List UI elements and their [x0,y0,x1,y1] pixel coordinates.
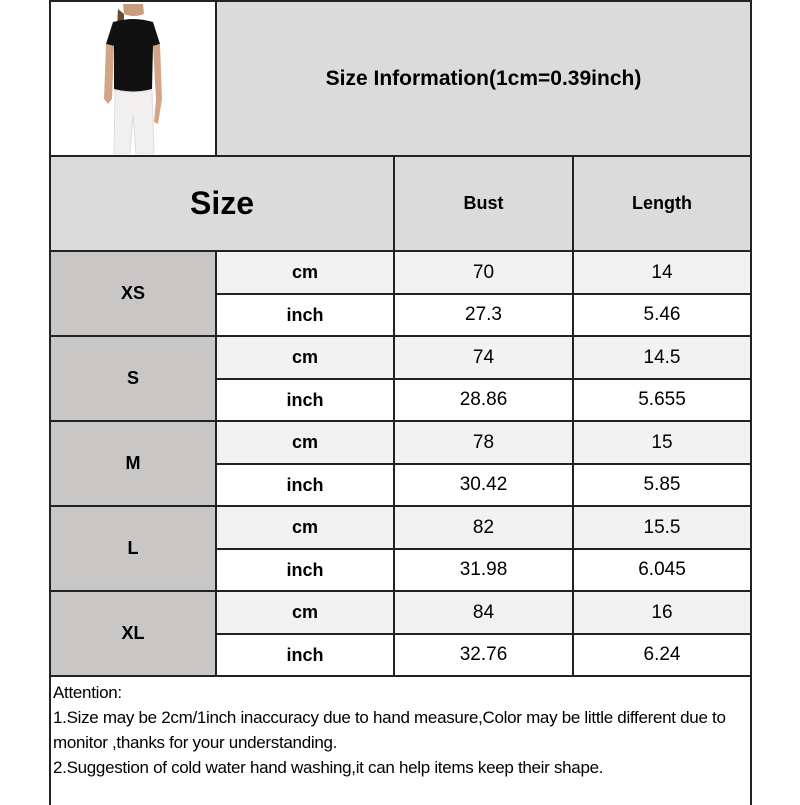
length-cm: 14.5 [572,335,752,380]
bust-cm: 84 [393,590,574,635]
unit-inch: inch [215,633,395,677]
length-cm: 15.5 [572,505,752,550]
unit-cm: cm [215,590,395,635]
model-tshirt-image [104,3,162,154]
size-label: XS [49,250,217,337]
size-label: XL [49,590,217,677]
header-size: Size [49,155,395,252]
unit-cm: cm [215,505,395,550]
length-inch: 6.24 [572,633,752,677]
header-length: Length [572,155,752,252]
unit-inch: inch [215,293,395,337]
attention-line-2: 2.Suggestion of cold water hand washing,… [53,758,604,777]
size-label: L [49,505,217,592]
size-info-title: Size Information(1cm=0.39inch) [215,0,752,157]
length-cm: 16 [572,590,752,635]
length-inch: 5.46 [572,293,752,337]
bust-inch: 30.42 [393,463,574,507]
bust-cm: 70 [393,250,574,295]
length-cm: 14 [572,250,752,295]
attention-line-1: 1.Size may be 2cm/1inch inaccuracy due t… [53,708,726,752]
attention-heading: Attention: [53,683,122,702]
length-inch: 5.85 [572,463,752,507]
size-label: M [49,420,217,507]
length-inch: 5.655 [572,378,752,422]
bust-cm: 78 [393,420,574,465]
unit-cm: cm [215,335,395,380]
length-inch: 6.045 [572,548,752,592]
bust-cm: 74 [393,335,574,380]
bust-cm: 82 [393,505,574,550]
unit-inch: inch [215,463,395,507]
unit-inch: inch [215,548,395,592]
bust-inch: 32.76 [393,633,574,677]
bust-inch: 31.98 [393,548,574,592]
product-photo [49,0,217,157]
unit-cm: cm [215,250,395,295]
unit-cm: cm [215,420,395,465]
header-bust: Bust [393,155,574,252]
size-label: S [49,335,217,422]
bust-inch: 28.86 [393,378,574,422]
length-cm: 15 [572,420,752,465]
attention-note: Attention: 1.Size may be 2cm/1inch inacc… [49,675,752,805]
unit-inch: inch [215,378,395,422]
bust-inch: 27.3 [393,293,574,337]
